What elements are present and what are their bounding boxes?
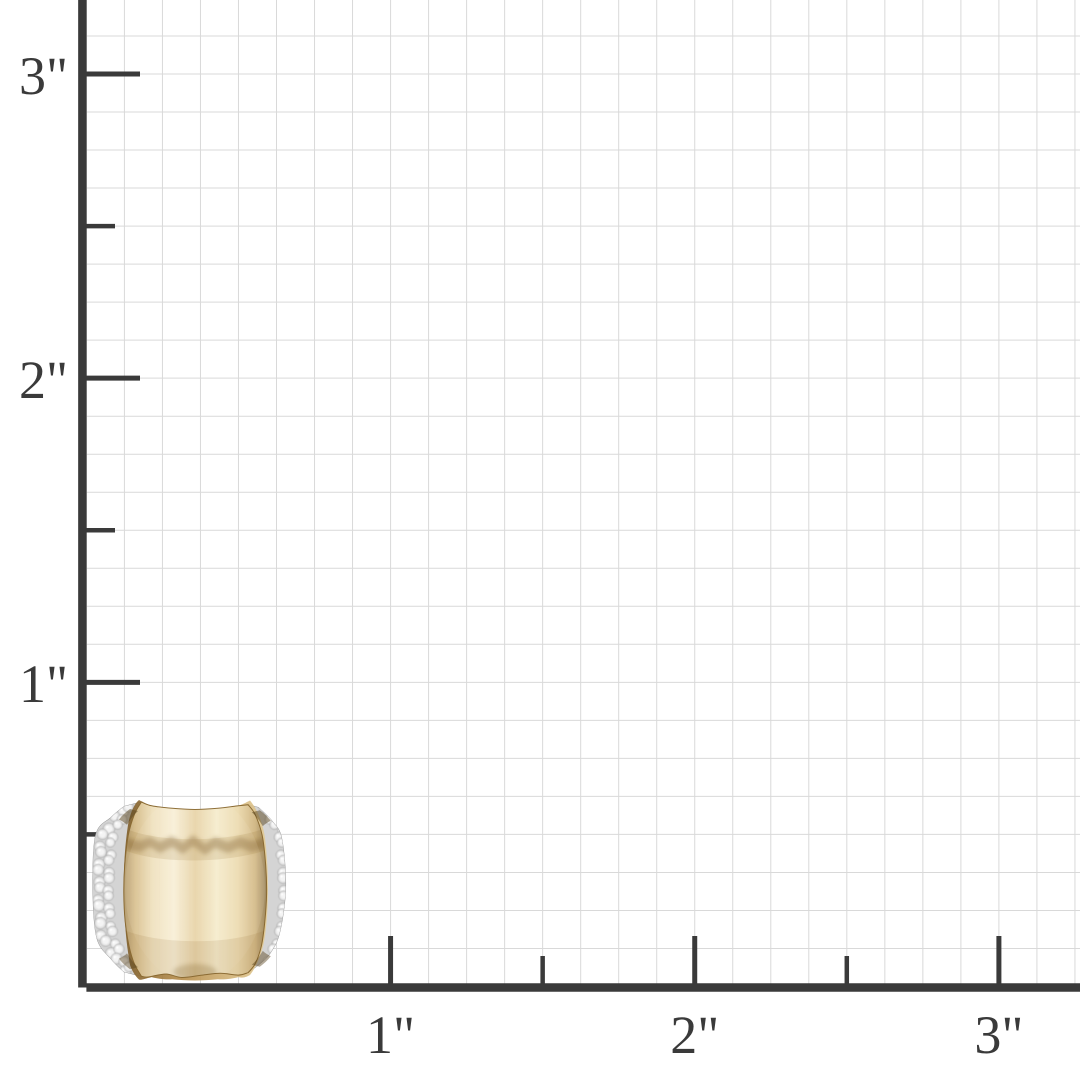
- svg-text:3": 3": [19, 46, 68, 106]
- svg-text:3": 3": [974, 1005, 1023, 1065]
- svg-text:1": 1": [366, 1005, 415, 1065]
- svg-text:2": 2": [670, 1005, 719, 1065]
- svg-text:2": 2": [19, 350, 68, 410]
- svg-text:1": 1": [19, 654, 68, 714]
